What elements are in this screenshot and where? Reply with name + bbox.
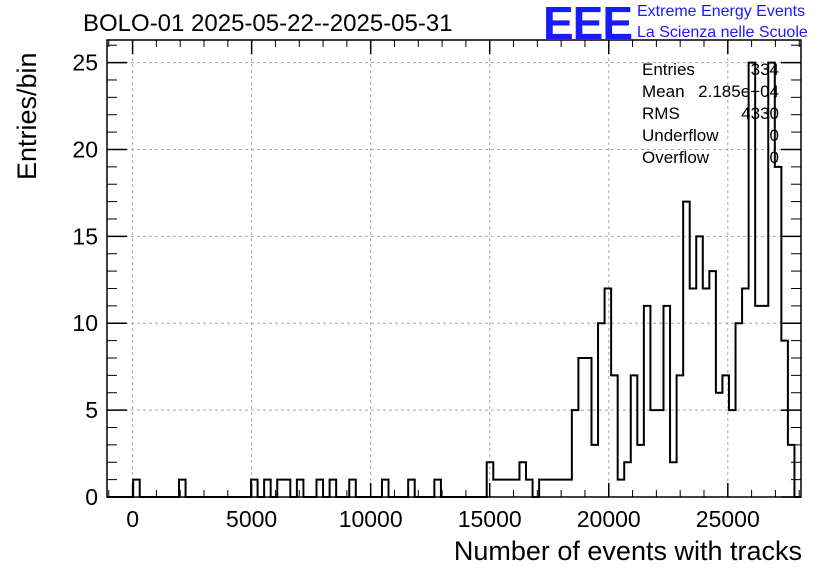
stat-row-entries: Entries 334 bbox=[642, 59, 779, 81]
x-tick-label: 0 bbox=[126, 506, 139, 532]
histogram-bin bbox=[546, 480, 553, 497]
histogram-bin bbox=[650, 410, 657, 497]
histogram-bin bbox=[657, 410, 664, 497]
stat-label: Entries bbox=[642, 60, 695, 79]
histogram-bin bbox=[690, 288, 697, 497]
histogram-bin bbox=[611, 375, 618, 497]
histogram-bin bbox=[664, 306, 671, 497]
histogram-bin bbox=[637, 445, 644, 497]
stat-row-rms: RMS 4330 bbox=[642, 103, 779, 125]
histogram-bin bbox=[618, 480, 625, 497]
histogram-bin bbox=[742, 288, 749, 497]
histogram-bin bbox=[317, 480, 324, 497]
grid bbox=[107, 40, 801, 497]
stat-label: Overflow bbox=[642, 148, 710, 167]
x-tick-label: 20000 bbox=[577, 506, 641, 532]
stat-label: Mean bbox=[642, 82, 685, 101]
histogram-bin bbox=[349, 480, 356, 497]
stat-value: 4330 bbox=[741, 104, 779, 123]
histogram-bin bbox=[264, 480, 271, 497]
histogram-bin bbox=[382, 480, 389, 497]
histogram-bin bbox=[500, 480, 507, 497]
x-axis-label: Number of events with tracks bbox=[453, 536, 802, 566]
histogram-bin bbox=[434, 480, 441, 497]
stat-value: 334 bbox=[750, 60, 779, 79]
histogram-bin bbox=[696, 236, 703, 497]
y-tick-label: 0 bbox=[85, 484, 98, 510]
histogram-bin bbox=[408, 480, 415, 497]
histogram-bin bbox=[133, 480, 140, 497]
histogram-bin bbox=[670, 462, 677, 497]
histogram-bin bbox=[762, 306, 769, 497]
stat-value: 2.185e+04 bbox=[698, 82, 779, 101]
histogram-bin bbox=[644, 306, 651, 497]
axis-ticks: 0 5000 10000 15000 20000 25000 0 5 10 15 20 25 bbox=[72, 40, 801, 532]
histogram-bin bbox=[519, 462, 526, 497]
x-tick-label: 25000 bbox=[696, 506, 760, 532]
histogram-bin bbox=[775, 167, 782, 497]
stats-box: Entries 334 Mean 2.185e+04 RMS 4330 Unde… bbox=[642, 59, 779, 169]
stat-value: 0 bbox=[769, 126, 779, 145]
eee-logo: EEE bbox=[543, 0, 633, 49]
y-tick-label: 20 bbox=[72, 136, 98, 162]
logo-line-2: La Scienza nelle Scuole bbox=[637, 24, 808, 41]
histogram-bin bbox=[578, 358, 585, 497]
histogram-bin bbox=[572, 410, 579, 497]
histogram-bin bbox=[722, 375, 729, 497]
histogram-bin bbox=[716, 393, 723, 497]
histogram-bin bbox=[493, 480, 500, 497]
y-tick-label: 10 bbox=[72, 310, 98, 336]
histogram-bin bbox=[297, 480, 304, 497]
chart-title: BOLO-01 2025-05-22--2025-05-31 bbox=[83, 10, 453, 37]
stat-row-mean: Mean 2.185e+04 bbox=[642, 81, 779, 103]
histogram-bin bbox=[631, 375, 638, 497]
histogram-bin bbox=[565, 480, 572, 497]
histogram-bin bbox=[605, 288, 612, 497]
histogram-bin bbox=[709, 271, 716, 497]
x-tick-label: 15000 bbox=[458, 506, 522, 532]
histogram-bin bbox=[683, 202, 690, 497]
plot-frame bbox=[106, 39, 802, 498]
stat-label: Underflow bbox=[642, 126, 719, 145]
histogram-bin bbox=[284, 480, 291, 497]
histogram-bin bbox=[703, 288, 710, 497]
histogram-bin bbox=[277, 480, 284, 497]
stat-value: 0 bbox=[769, 148, 779, 167]
y-axis-label: Entries/bin bbox=[12, 52, 42, 180]
y-tick-label: 5 bbox=[85, 397, 98, 423]
histogram-bin bbox=[539, 480, 546, 497]
histogram-bin bbox=[559, 480, 566, 497]
x-tick-label: 5000 bbox=[226, 506, 277, 532]
stat-label: RMS bbox=[642, 104, 680, 123]
histogram-bin bbox=[781, 341, 788, 497]
histogram-bin bbox=[677, 375, 684, 497]
histogram-bin bbox=[552, 480, 559, 497]
stat-row-underflow: Underflow 0 bbox=[642, 125, 779, 147]
histogram-bin bbox=[788, 445, 795, 497]
y-tick-label: 25 bbox=[72, 50, 98, 76]
histogram-bin bbox=[729, 410, 736, 497]
histogram-bin bbox=[624, 462, 631, 497]
histogram-bin bbox=[598, 323, 605, 497]
histogram-bin bbox=[585, 358, 592, 497]
histogram-outline bbox=[107, 61, 801, 498]
histogram-bin bbox=[591, 445, 598, 497]
histogram-bin bbox=[526, 480, 533, 497]
histogram-bin bbox=[330, 480, 337, 497]
stat-row-overflow: Overflow 0 bbox=[642, 147, 779, 169]
histogram-bin bbox=[506, 480, 513, 497]
y-tick-label: 15 bbox=[72, 223, 98, 249]
histogram-bin bbox=[736, 323, 743, 497]
histogram-bin bbox=[755, 306, 762, 497]
logo-line-1: Extreme Energy Events bbox=[637, 3, 806, 20]
x-tick-label: 10000 bbox=[339, 506, 403, 532]
